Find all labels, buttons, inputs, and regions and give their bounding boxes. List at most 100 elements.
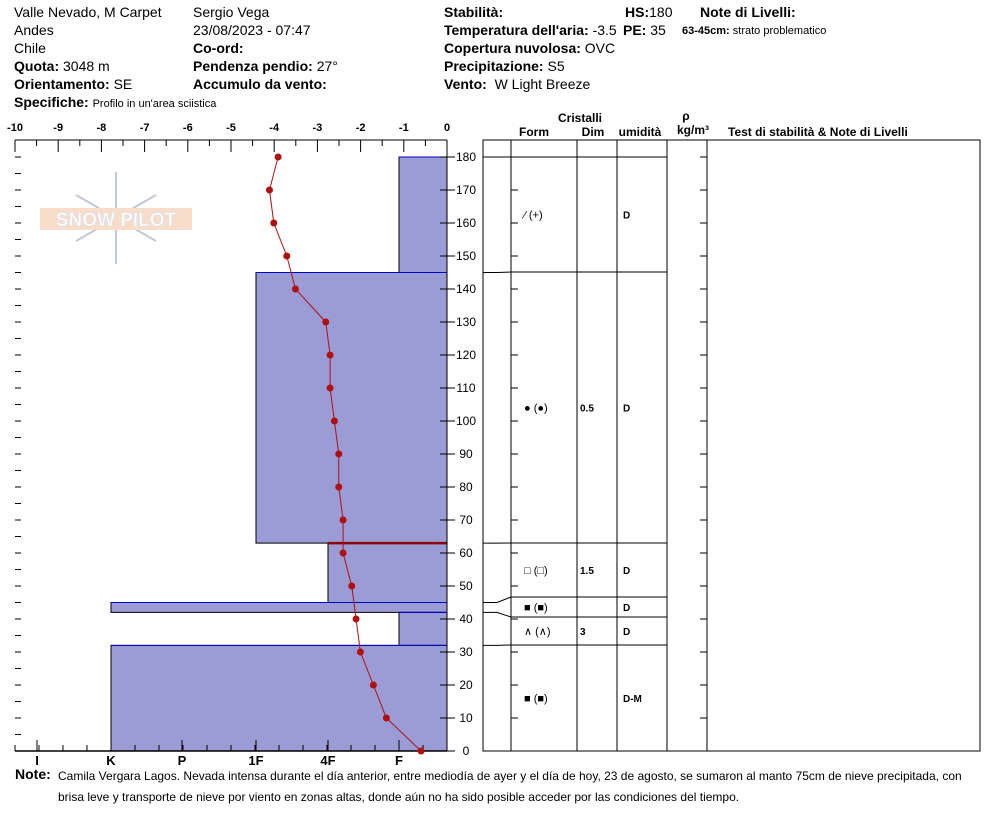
temperature-point	[335, 450, 343, 458]
height-tick-label: 160	[456, 216, 476, 230]
height-tick-label: 0	[463, 744, 470, 758]
temperature-point	[283, 252, 291, 260]
svg-text:SNOW PILOT: SNOW PILOT	[56, 210, 177, 231]
snowpilot-logo: SNOW PILOT	[40, 172, 192, 264]
aspect: Orientamento: SE	[14, 76, 133, 92]
hardness-layer	[110, 602, 448, 613]
temperature-point	[352, 615, 360, 623]
hardness-tick-label: 1F	[248, 753, 263, 768]
hardness-layer	[255, 272, 448, 544]
grain-form: ● (●)	[524, 403, 548, 415]
height-tick-label: 140	[456, 282, 476, 296]
hardness-tick-label: P	[178, 753, 187, 768]
note-label: Note:	[15, 766, 51, 782]
temperature-point	[330, 417, 338, 425]
table-border	[482, 139, 981, 752]
coord-label: Co-ord:	[193, 40, 244, 56]
temperature-point	[270, 219, 278, 227]
moisture: D	[623, 627, 630, 638]
temp-tick-label: 0	[444, 122, 450, 134]
temp-tick-label: -10	[7, 122, 23, 134]
grain-form: ■ (■)	[524, 693, 548, 705]
grain-size: 0.5	[580, 404, 594, 415]
hardness-tick-label: 4F	[320, 753, 335, 768]
height-tick-label: 70	[459, 513, 473, 527]
table-header-crystals: Cristalli	[558, 111, 602, 125]
temperature-point	[274, 153, 282, 161]
temperature-point	[369, 681, 377, 689]
height-tick-label: 40	[459, 612, 473, 626]
air-temp: Temperatura dell'aria: -3.5	[444, 22, 617, 38]
table-header-dim: Dim	[582, 125, 605, 139]
slope: Pendenza pendio: 27°	[193, 58, 338, 74]
observer: Sergio Vega	[193, 4, 270, 20]
layer-notes-label: Note di Livelli:	[700, 4, 796, 20]
height-tick-label: 120	[456, 348, 476, 362]
temperature-point	[417, 747, 425, 755]
wind: Vento: W Light Breeze	[444, 76, 591, 92]
temp-tick-label: -6	[183, 122, 193, 134]
height-tick-label: 90	[459, 447, 473, 461]
elevation: Quota: 3048 m	[14, 58, 110, 74]
temp-tick-label: -5	[226, 122, 236, 134]
temp-tick-label: -9	[53, 122, 63, 134]
hs: HS:180	[625, 4, 673, 20]
temp-tick-label: -8	[97, 122, 107, 134]
pe: PE: 35	[623, 22, 666, 38]
temperature-point	[339, 549, 347, 557]
temp-tick-label: -4	[269, 122, 280, 134]
layer-connector	[483, 271, 512, 273]
country: Chile	[14, 40, 46, 56]
temp-tick-label: -3	[313, 122, 323, 134]
temperature-point	[326, 351, 334, 359]
temperature-point	[339, 516, 347, 524]
grain-size: 1.5	[580, 566, 594, 577]
temperature-point	[348, 582, 356, 590]
hardness-tick-label: F	[395, 753, 403, 768]
hardness-tick-label: K	[106, 753, 116, 768]
grain-form: ■ (■)	[524, 602, 548, 614]
datetime: 23/08/2023 - 07:47	[193, 22, 311, 38]
precip: Precipitazione: S5	[444, 58, 565, 74]
grain-form: □ (□)	[524, 565, 548, 577]
height-tick-label: 130	[456, 315, 476, 329]
height-tick-label: 10	[459, 711, 473, 725]
wind-loading-label: Accumulo da vento:	[193, 76, 327, 92]
grain-form: ⁄ (+)	[521, 210, 543, 222]
temperature-point	[382, 714, 390, 722]
stability-label: Stabilità:	[444, 4, 504, 20]
moisture: D	[623, 603, 630, 614]
height-tick-label: 80	[459, 480, 473, 494]
height-tick-label: 150	[456, 249, 476, 263]
height-tick-label: 60	[459, 546, 473, 560]
sky: Copertura nuvolosa: OVC	[444, 40, 616, 56]
temp-tick-label: -7	[140, 122, 150, 134]
note-text: Camila Vergara Lagos. Nevada intensa dur…	[58, 769, 962, 804]
moisture: D	[623, 566, 630, 577]
location: Valle Nevado, M Carpet	[14, 4, 162, 20]
height-tick-label: 170	[456, 183, 476, 197]
moisture: D	[623, 211, 630, 222]
specifics: Specifiche: Profilo in un'area sciistica	[14, 94, 217, 110]
height-tick-label: 20	[459, 678, 473, 692]
hardness-layer	[110, 644, 448, 752]
temperature-point	[356, 648, 364, 656]
table-header-density_unit: kg/m³	[677, 123, 709, 137]
height-tick-label: 180	[456, 150, 476, 164]
height-tick-label: 110	[456, 381, 475, 395]
height-tick-label: 30	[459, 645, 473, 659]
grain-size: 3	[580, 627, 586, 638]
hardness-tick-label: I	[35, 753, 39, 768]
table-header-rho: ρ	[682, 109, 689, 123]
temperature-point	[291, 285, 299, 293]
layer-note: 63-45cm: strato problematico	[682, 25, 827, 37]
temperature-point	[326, 384, 334, 392]
hardness-layer	[398, 156, 448, 273]
temp-tick-label: -1	[399, 122, 409, 134]
table-header-tests: Test di stabilità & Note di Livelli	[728, 125, 908, 139]
temperature-point	[265, 186, 273, 194]
grain-form: ∧ (∧)	[524, 626, 551, 638]
temp-tick-label: -2	[356, 122, 366, 134]
